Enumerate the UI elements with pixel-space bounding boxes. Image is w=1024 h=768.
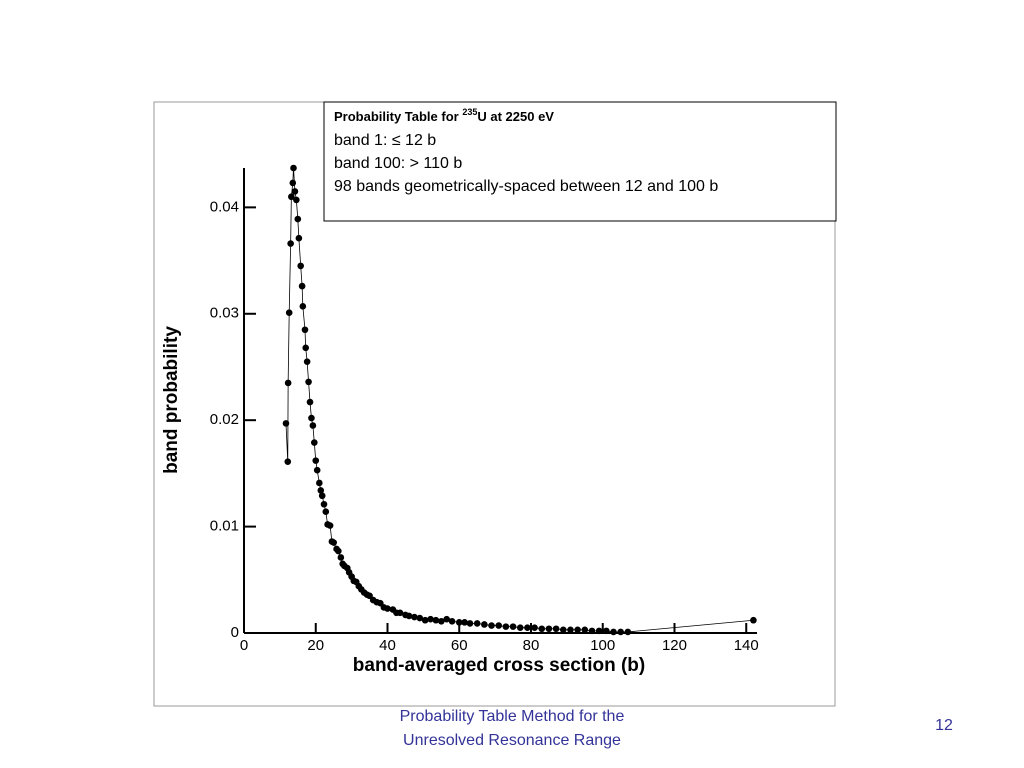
data-point — [473, 620, 481, 627]
data-point — [295, 234, 303, 242]
data-point — [502, 623, 510, 630]
data-point — [313, 466, 321, 474]
data-point — [396, 609, 404, 617]
data-point — [298, 282, 306, 290]
x-axis-title: band-averaged cross section (b) — [353, 655, 645, 676]
data-point — [306, 398, 314, 406]
annotation-title-text: U at 2250 eV — [477, 109, 554, 124]
data-point — [318, 492, 326, 500]
annotation-title-text: Probability Table for — [334, 109, 462, 124]
data-point — [311, 439, 318, 446]
footer-line: Probability Table Method for the — [400, 708, 625, 725]
page-number: 12 — [935, 717, 953, 734]
data-point — [312, 457, 320, 464]
data-point — [317, 487, 325, 494]
y-tick-label: 0 — [231, 624, 239, 641]
data-point — [488, 622, 495, 629]
data-point — [297, 262, 304, 270]
data-point — [438, 617, 445, 625]
annotation-line: band 1: ≤ 12 b — [334, 132, 436, 149]
data-point — [461, 619, 468, 626]
y-tick-label: 0.01 — [210, 518, 239, 535]
data-point — [545, 625, 553, 633]
data-point — [294, 215, 302, 223]
annotation-line: 98 bands geometrically-spaced between 12… — [334, 178, 718, 195]
data-point — [466, 620, 474, 627]
y-tick-label: 0.04 — [210, 198, 239, 215]
data-point — [301, 326, 309, 334]
data-point — [337, 554, 345, 561]
data-point — [302, 344, 310, 352]
data-point — [405, 612, 413, 620]
data-point — [455, 619, 463, 626]
data-point — [552, 625, 560, 633]
data-point — [574, 626, 581, 634]
data-point — [603, 627, 610, 635]
x-tick-label: 0 — [240, 637, 248, 654]
data-point — [285, 309, 293, 317]
data-point — [288, 193, 295, 201]
y-tick-label: 0.02 — [210, 411, 239, 428]
x-tick-label: 40 — [379, 637, 396, 654]
x-tick-label: 80 — [523, 637, 540, 654]
data-point — [284, 458, 292, 465]
data-point — [610, 628, 617, 636]
data-point — [322, 508, 330, 515]
annotation-superscript: 235 — [462, 107, 477, 117]
data-point — [443, 615, 450, 623]
data-point — [750, 616, 757, 624]
data-point — [416, 614, 424, 622]
data-point — [284, 379, 292, 387]
data-point — [299, 303, 307, 310]
data-point — [384, 605, 391, 612]
data-point — [538, 625, 546, 633]
data-point — [524, 624, 531, 631]
data-point — [316, 479, 323, 487]
data-point — [293, 196, 300, 204]
x-tick-label: 120 — [662, 637, 687, 654]
data-point — [432, 616, 440, 624]
annotation-box — [323, 101, 837, 222]
x-tick-label: 100 — [590, 637, 615, 654]
data-point — [290, 164, 297, 172]
data-point — [289, 179, 297, 187]
data-point — [495, 622, 503, 629]
y-tick-label: 0.03 — [210, 305, 239, 322]
data-point — [303, 358, 311, 365]
data-point — [320, 500, 328, 508]
data-point — [617, 628, 624, 636]
x-tick-label: 60 — [451, 637, 468, 654]
data-point — [481, 621, 488, 628]
x-tick-label: 20 — [307, 637, 324, 654]
data-point — [448, 617, 456, 625]
annotation-title: Probability Table for 235U at 2250 eV — [334, 107, 554, 124]
y-axis-title: band probability — [161, 326, 182, 474]
data-point — [287, 240, 294, 247]
data-point — [305, 378, 312, 386]
data-point — [531, 624, 538, 631]
data-point — [282, 420, 290, 427]
data-point — [427, 615, 434, 623]
data-point — [624, 628, 632, 636]
data-point — [335, 547, 342, 555]
data-point — [421, 616, 429, 624]
annotation-line: band 100: > 110 b — [334, 155, 462, 172]
footer-line: Unresolved Resonance Range — [403, 732, 621, 749]
data-point — [291, 188, 299, 195]
x-tick-label: 140 — [734, 637, 759, 654]
data-point — [567, 626, 574, 634]
data-point — [559, 626, 567, 634]
data-point — [588, 627, 596, 635]
data-point — [516, 624, 524, 631]
data-point — [411, 613, 418, 621]
data-point — [581, 626, 589, 634]
data-point — [309, 422, 317, 429]
data-point — [595, 627, 603, 635]
data-point — [308, 414, 315, 422]
data-point — [509, 623, 517, 630]
data-point — [330, 539, 337, 546]
data-point — [326, 522, 334, 529]
